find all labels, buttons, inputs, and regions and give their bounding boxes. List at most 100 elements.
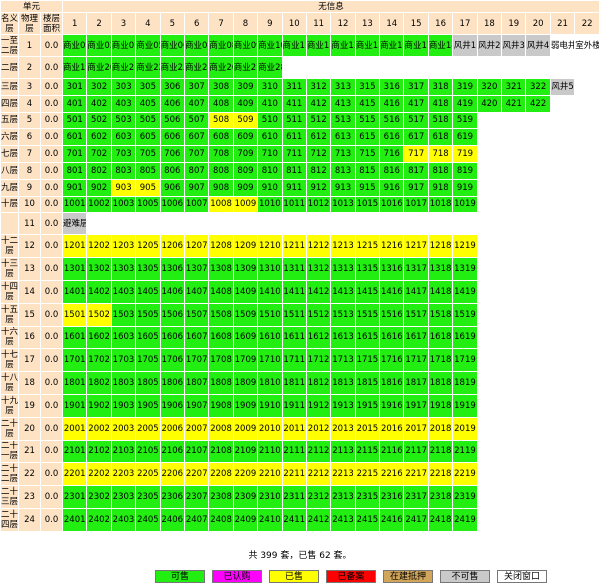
unit-cell[interactable]: 806	[159, 161, 185, 180]
unit-cell[interactable]: 2408	[208, 507, 234, 532]
unit-cell[interactable]: 1907	[183, 393, 210, 418]
unit-cell[interactable]: 2315	[354, 485, 381, 509]
unit-cell[interactable]: 1605	[135, 325, 161, 350]
unit-cell[interactable]: 1705	[135, 348, 161, 373]
unit-cell[interactable]: 1010	[257, 195, 283, 214]
unit-cell[interactable]: 2413	[330, 507, 356, 532]
unit-cell[interactable]: 2317	[403, 485, 429, 509]
unit-cell[interactable]: 1203	[110, 234, 137, 259]
unit-cell[interactable]: 2018	[427, 416, 454, 441]
unit-cell[interactable]: 703	[110, 145, 137, 163]
unit-cell[interactable]: 1603	[110, 325, 137, 350]
unit-cell[interactable]: 1908	[208, 393, 234, 418]
unit-cell[interactable]: 2407	[183, 507, 210, 532]
unit-cell[interactable]: 1510	[257, 302, 283, 327]
unit-cell[interactable]: 319	[452, 78, 478, 96]
unit-cell[interactable]: 避难层	[62, 212, 88, 236]
unit-cell[interactable]: 1901	[62, 393, 88, 418]
unit-cell[interactable]: 2207	[183, 462, 210, 487]
unit-cell[interactable]: 816	[379, 161, 405, 180]
unit-cell[interactable]: 1201	[62, 234, 88, 259]
unit-cell[interactable]: 1502	[86, 302, 112, 327]
unit-cell[interactable]: 811	[281, 161, 307, 180]
unit-cell[interactable]: 619	[452, 128, 478, 147]
unit-cell[interactable]: 商业06	[159, 34, 185, 57]
unit-cell[interactable]: 1413	[330, 279, 356, 304]
unit-cell[interactable]: 1309	[232, 257, 259, 281]
unit-cell[interactable]: 711	[281, 145, 307, 163]
unit-cell[interactable]: 1207	[183, 234, 210, 259]
unit-cell[interactable]: 715	[354, 145, 381, 163]
unit-cell[interactable]: 1509	[232, 302, 259, 327]
unit-cell[interactable]: 1212	[305, 234, 332, 259]
unit-cell[interactable]: 909	[232, 178, 259, 197]
unit-cell[interactable]: 2119	[452, 439, 478, 464]
unit-cell[interactable]: 819	[452, 161, 478, 180]
unit-cell[interactable]: 1702	[86, 348, 112, 373]
unit-cell[interactable]: 1809	[232, 371, 259, 395]
unit-cell[interactable]: 1611	[281, 325, 307, 350]
unit-cell[interactable]: 2019	[452, 416, 478, 441]
unit-cell[interactable]: 风井2	[476, 34, 503, 57]
unit-cell[interactable]: 410	[257, 94, 283, 113]
unit-cell[interactable]: 810	[257, 161, 283, 180]
unit-cell[interactable]: 2108	[208, 439, 234, 464]
unit-cell[interactable]: 1703	[110, 348, 137, 373]
unit-cell[interactable]: 2401	[62, 507, 88, 532]
unit-cell[interactable]: 1916	[379, 393, 405, 418]
unit-cell[interactable]: 908	[208, 178, 234, 197]
unit-cell[interactable]: 411	[281, 94, 307, 113]
unit-cell[interactable]: 商业17	[403, 34, 429, 57]
unit-cell[interactable]: 商业26	[208, 56, 234, 79]
unit-cell[interactable]: 318	[427, 78, 454, 96]
unit-cell[interactable]: 409	[232, 94, 259, 113]
unit-cell[interactable]: 306	[159, 78, 185, 96]
unit-cell[interactable]: 416	[379, 94, 405, 113]
unit-cell[interactable]: 1906	[159, 393, 185, 418]
unit-cell[interactable]: 2203	[110, 462, 137, 487]
unit-cell[interactable]: 2209	[232, 462, 259, 487]
unit-cell[interactable]: 915	[354, 178, 381, 197]
unit-cell[interactable]: 1616	[379, 325, 405, 350]
unit-cell[interactable]: 2309	[232, 485, 259, 509]
unit-cell[interactable]: 1412	[305, 279, 332, 304]
unit-cell[interactable]: 1318	[427, 257, 454, 281]
unit-cell[interactable]: 618	[427, 128, 454, 147]
unit-cell[interactable]: 商业21	[110, 56, 137, 79]
unit-cell[interactable]: 1013	[330, 195, 356, 214]
unit-cell[interactable]: 1308	[208, 257, 234, 281]
unit-cell[interactable]: 2101	[62, 439, 88, 464]
unit-cell[interactable]: 商业15	[354, 34, 381, 57]
unit-cell[interactable]: 1001	[62, 195, 88, 214]
unit-cell[interactable]: 2105	[135, 439, 161, 464]
unit-cell[interactable]: 602	[86, 128, 112, 147]
unit-cell[interactable]: 2110	[257, 439, 283, 464]
unit-cell[interactable]: 2217	[403, 462, 429, 487]
unit-cell[interactable]: 1519	[452, 302, 478, 327]
unit-cell[interactable]: 2015	[354, 416, 381, 441]
unit-cell[interactable]: 717	[403, 145, 429, 163]
unit-cell[interactable]: 2210	[257, 462, 283, 487]
unit-cell[interactable]: 406	[159, 94, 185, 113]
unit-cell[interactable]: 1205	[135, 234, 161, 259]
unit-cell[interactable]: 2417	[403, 507, 429, 532]
unit-cell[interactable]: 1215	[354, 234, 381, 259]
unit-cell[interactable]: 1015	[354, 195, 381, 214]
unit-cell[interactable]: 1813	[330, 371, 356, 395]
unit-cell[interactable]: 1418	[427, 279, 454, 304]
unit-cell[interactable]: 1803	[110, 371, 137, 395]
unit-cell[interactable]: 1915	[354, 393, 381, 418]
unit-cell[interactable]: 1402	[86, 279, 112, 304]
unit-cell[interactable]: 801	[62, 161, 88, 180]
unit-cell[interactable]: 1006	[159, 195, 185, 214]
unit-cell[interactable]: 2416	[379, 507, 405, 532]
unit-cell[interactable]: 2103	[110, 439, 137, 464]
unit-cell[interactable]: 2012	[305, 416, 332, 441]
unit-cell[interactable]: 1002	[86, 195, 112, 214]
unit-cell[interactable]: 1513	[330, 302, 356, 327]
unit-cell[interactable]: 2115	[354, 439, 381, 464]
unit-cell[interactable]: 1417	[403, 279, 429, 304]
unit-cell[interactable]: 2017	[403, 416, 429, 441]
unit-cell[interactable]: 616	[379, 128, 405, 147]
unit-cell[interactable]: 2010	[257, 416, 283, 441]
